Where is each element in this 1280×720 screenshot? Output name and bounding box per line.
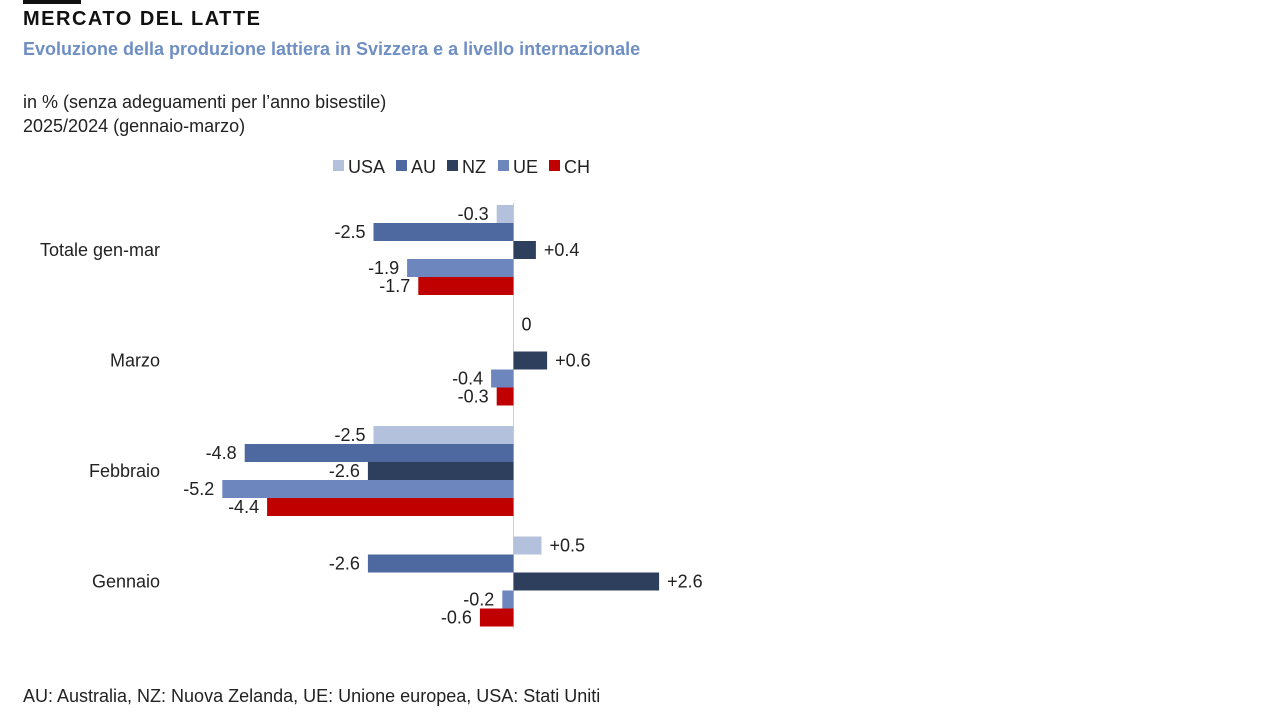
- bar-nz-febbraio: [367, 462, 514, 480]
- legend: USA AU NZ UE CH: [333, 157, 590, 177]
- legend-item-au: AU: [396, 157, 436, 177]
- bar-ue-febbraio: [222, 480, 514, 498]
- unit-note: in % (senza adeguamenti per l’anno bises…: [23, 90, 386, 138]
- data-label-ch-totale-gen-mar: -1.7: [379, 276, 410, 296]
- bar-ch-gennaio: [479, 608, 514, 627]
- chart-subtitle: Evoluzione della produzione lattiera in …: [23, 39, 641, 59]
- bar-ch-marzo: [496, 387, 514, 406]
- category-label-marzo: Marzo: [110, 351, 160, 371]
- data-label-ue-gennaio: -0.2: [463, 590, 494, 610]
- unit-note-line-1: in % (senza adeguamenti per l’anno bises…: [23, 92, 387, 112]
- legend-label-au: AU: [411, 157, 436, 177]
- data-label-ue-totale-gen-mar: -1.9: [368, 258, 399, 278]
- category-label-gennaio: Gennaio: [92, 572, 160, 592]
- data-label-nz-febbraio: -2.6: [329, 461, 360, 481]
- bar-au-gennaio: [367, 554, 514, 573]
- data-label-ch-gennaio: -0.6: [441, 608, 472, 628]
- category-label-totale-gen-mar: Totale gen-mar: [40, 240, 160, 260]
- bar-au-totale-gen-mar: [373, 223, 514, 241]
- data-label-ue-marzo: -0.4: [452, 369, 483, 389]
- bar-nz-totale-gen-mar: [513, 241, 536, 259]
- bar-ch-febbraio: [267, 498, 514, 516]
- bar-group-marzo: Marzo 0 +0.6 -0.4-0.3: [110, 315, 591, 407]
- data-label-au-gennaio: -2.6: [329, 554, 360, 574]
- data-label-au-totale-gen-mar: -2.5: [334, 222, 365, 242]
- bar-group-gennaio: Gennaio +0.5 -2.6 +2.6 -0.2-0.6: [92, 536, 703, 628]
- legend-label-usa: USA: [348, 157, 385, 177]
- legend-swatch-ue: [498, 160, 509, 171]
- bar-nz-gennaio: [513, 572, 660, 591]
- legend-swatch-ch: [549, 160, 560, 171]
- data-label-usa-febbraio: -2.5: [334, 425, 365, 445]
- bar-group-totale-gen-mar: Totale gen-mar -0.3 -2.5 +0.4 -1.9-1.7: [40, 204, 580, 296]
- legend-item-ch: CH: [549, 157, 590, 177]
- bar-usa-totale-gen-mar: [496, 205, 514, 223]
- bar-ue-gennaio: [502, 590, 514, 609]
- bar-au-febbraio: [244, 444, 514, 462]
- legend-swatch-usa: [333, 160, 344, 171]
- data-label-nz-marzo: +0.6: [555, 351, 591, 371]
- bar-group-febbraio: Febbraio -2.5 -4.8 -2.6 -5.2 -4.4: [89, 425, 514, 517]
- bar-ch-totale-gen-mar: [418, 277, 514, 295]
- data-label-nz-gennaio: +2.6: [667, 572, 703, 592]
- legend-label-ch: CH: [564, 157, 590, 177]
- legend-label-ue: UE: [513, 157, 538, 177]
- unit-note-line-2: 2025/2024 (gennaio-marzo): [23, 116, 246, 136]
- legend-item-ue: UE: [498, 157, 538, 177]
- legend-item-nz: NZ: [447, 157, 486, 177]
- title-rule: [23, 0, 81, 4]
- data-label-au-febbraio: -4.8: [206, 443, 237, 463]
- data-label-usa-gennaio: +0.5: [550, 536, 586, 556]
- footnote: AU: Australia, NZ: Nuova Zelanda, UE: Un…: [23, 686, 601, 706]
- bar-usa-febbraio: [373, 426, 514, 444]
- data-label-ch-febbraio: -4.4: [228, 497, 259, 517]
- legend-swatch-au: [396, 160, 407, 171]
- bar-ue-marzo: [491, 369, 514, 388]
- data-label-ue-febbraio: -5.2: [183, 479, 214, 499]
- bar-chart: USA AU NZ UE CH Totale gen-mar -0.3 -2.5 +0.4 -1.…: [40, 157, 703, 629]
- legend-item-usa: USA: [333, 157, 385, 177]
- data-label-ch-marzo: -0.3: [458, 387, 489, 407]
- chart-title: MERCATO DEL LATTE: [23, 8, 262, 30]
- category-label-febbraio: Febbraio: [89, 461, 160, 481]
- legend-swatch-nz: [447, 160, 458, 171]
- data-label-usa-marzo: 0: [521, 315, 531, 335]
- data-label-usa-totale-gen-mar: -0.3: [458, 204, 489, 224]
- legend-label-nz: NZ: [462, 157, 486, 177]
- bar-nz-marzo: [513, 351, 548, 370]
- bar-usa-gennaio: [513, 536, 542, 555]
- data-label-nz-totale-gen-mar: +0.4: [544, 240, 580, 260]
- bar-ue-totale-gen-mar: [407, 259, 514, 277]
